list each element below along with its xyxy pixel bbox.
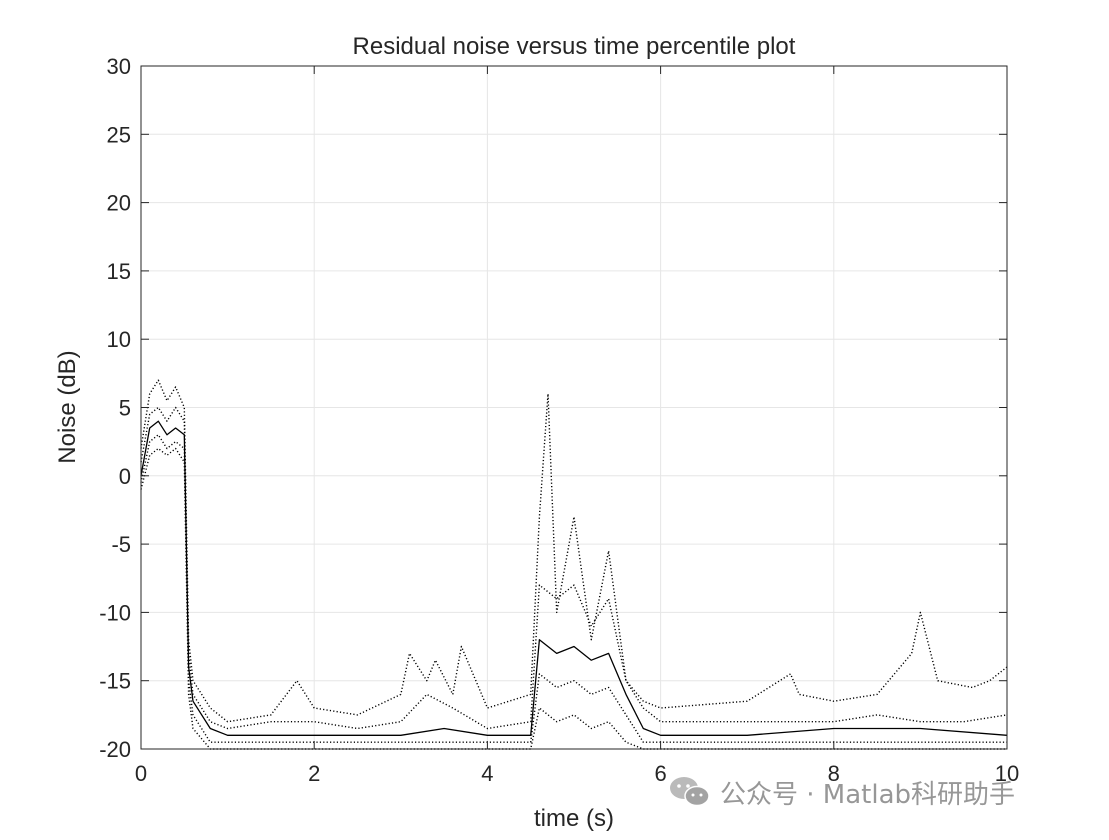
grid-lines (140, 65, 1008, 750)
watermark-text: 公众号 · Matlab科研助手 (720, 779, 1016, 810)
y-tick-label: 10 (107, 327, 131, 352)
wechat-icon (670, 777, 710, 807)
x-tick-label: 10 (995, 761, 1019, 786)
x-tick-label: 8 (828, 761, 840, 786)
y-tick-label: -10 (99, 600, 131, 625)
y-tick-label: 30 (107, 54, 131, 79)
series-line-1 (140, 379, 1008, 723)
ticks: 0 2 4 6 8 10 -20 -15 -10 -5 0 5 10 15 20 25 30 (99, 54, 1019, 786)
y-tick-label: 0 (119, 464, 131, 489)
y-tick-label: 20 (107, 191, 131, 216)
y-tick-label: -20 (99, 737, 131, 762)
x-tick-label: 4 (481, 761, 493, 786)
y-tick-label: -5 (111, 532, 131, 557)
y-axis-title: Noise (dB) (54, 350, 81, 463)
x-axis-title: time (s) (534, 805, 614, 832)
y-tick-label: 25 (107, 122, 131, 147)
x-tick-label: 0 (135, 761, 147, 786)
watermark: 公众号 · Matlab科研助手 (668, 772, 1015, 812)
y-tick-label: 15 (107, 259, 131, 284)
series-line-3 (140, 420, 1008, 736)
x-tick-label: 6 (654, 761, 666, 786)
y-tick-label: 5 (119, 396, 131, 421)
chart-title: Residual noise versus time percentile pl… (353, 33, 796, 60)
y-tick-label: -15 (99, 669, 131, 694)
x-tick-label: 2 (308, 761, 320, 786)
